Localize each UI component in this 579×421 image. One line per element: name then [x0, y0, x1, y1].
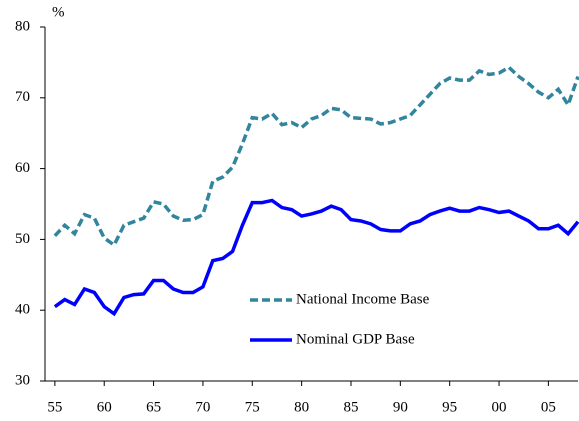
y-tick-label: 80: [15, 18, 30, 34]
x-tick-label: 00: [492, 399, 507, 415]
legend-label: National Income Base: [296, 291, 430, 307]
y-axis-label: %: [52, 4, 65, 20]
y-tick-label: 50: [15, 231, 30, 247]
x-tick-label: 75: [245, 399, 260, 415]
x-tick-label: 65: [146, 399, 161, 415]
x-tick-label: 60: [97, 399, 112, 415]
y-tick-label: 30: [15, 372, 30, 388]
data-line: [53, 198, 579, 317]
x-tick-label: 70: [195, 399, 210, 415]
data-line: [53, 65, 579, 248]
y-tick-label: 40: [15, 302, 30, 318]
x-tick-label: 95: [442, 399, 457, 415]
legend-label: Nominal GDP Base: [296, 331, 415, 347]
y-tick-label: 60: [15, 160, 30, 176]
y-tick-label: 70: [15, 89, 30, 105]
x-tick-label: 05: [541, 399, 556, 415]
x-tick-label: 80: [294, 399, 309, 415]
x-tick-label: 55: [47, 399, 62, 415]
x-tick-label: 90: [393, 399, 408, 415]
x-tick-label: 85: [343, 399, 358, 415]
